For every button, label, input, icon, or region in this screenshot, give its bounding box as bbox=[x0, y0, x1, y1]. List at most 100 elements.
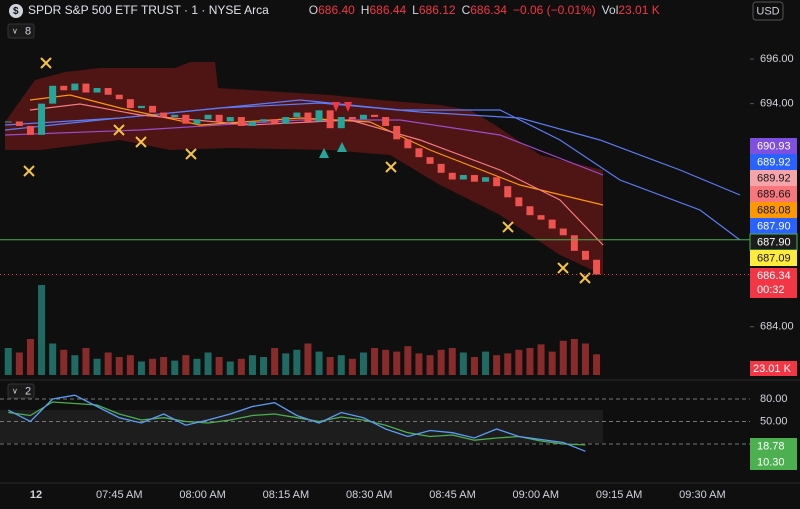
volume-bar bbox=[193, 358, 201, 375]
volume-bar bbox=[49, 343, 57, 375]
price-badge bbox=[750, 186, 797, 202]
price-badge-label: 687.09 bbox=[757, 252, 791, 264]
osc-badge bbox=[750, 438, 797, 454]
legend-item: 23.01 K bbox=[618, 3, 659, 17]
candle bbox=[126, 99, 134, 109]
price-badge-label: 689.92 bbox=[757, 156, 791, 168]
pane-label[interactable]: 8 bbox=[25, 25, 31, 37]
pane-toggle[interactable] bbox=[7, 383, 35, 399]
symbol-icon-letter: $ bbox=[13, 6, 19, 17]
osc-line bbox=[8, 401, 586, 446]
legend-item: 686.40 bbox=[318, 3, 355, 17]
candle bbox=[26, 125, 34, 135]
legend-item: O bbox=[309, 3, 318, 17]
candle bbox=[548, 219, 556, 229]
candle bbox=[38, 103, 46, 135]
price-badge-label: 687.90 bbox=[757, 220, 791, 232]
volume-bar bbox=[371, 348, 379, 375]
price-badge-label: 689.92 bbox=[757, 172, 791, 184]
volume-bar bbox=[204, 352, 212, 375]
pane-toggle-icon[interactable]: ∨ bbox=[12, 27, 18, 36]
candle bbox=[304, 112, 312, 122]
volume-bar bbox=[526, 348, 534, 375]
legend-item: 686.34 bbox=[470, 3, 507, 17]
osc-tick-label: 80.00 bbox=[760, 393, 788, 405]
volume-bar bbox=[60, 349, 68, 375]
candle bbox=[260, 119, 268, 122]
volume-bar bbox=[171, 360, 179, 375]
candle bbox=[215, 114, 223, 122]
candle bbox=[293, 112, 301, 118]
pane-toggle[interactable] bbox=[7, 23, 35, 39]
candle bbox=[160, 112, 168, 118]
candle bbox=[15, 121, 23, 126]
price-tick-label: 694.00 bbox=[760, 98, 794, 110]
candle bbox=[248, 121, 256, 126]
candle bbox=[4, 121, 12, 123]
candle bbox=[570, 235, 578, 251]
candle bbox=[49, 85, 57, 104]
volume-bar bbox=[593, 354, 601, 375]
currency[interactable]: USD bbox=[756, 5, 779, 17]
volume-bar bbox=[337, 355, 345, 375]
candle bbox=[237, 117, 245, 126]
candle bbox=[448, 172, 456, 180]
currency-box[interactable] bbox=[752, 1, 784, 21]
volume-bar bbox=[359, 352, 367, 375]
osc-badge-label: 10.30 bbox=[757, 456, 785, 468]
legend-item: H bbox=[361, 3, 370, 17]
legend: SPDR S&P 500 ETF TRUST · 1 · NYSE Arca O6… bbox=[28, 3, 660, 17]
time-label: 12 bbox=[30, 489, 42, 501]
pane-label[interactable]: 2 bbox=[25, 385, 31, 397]
volume-bar bbox=[160, 357, 168, 375]
legend-item: C bbox=[462, 3, 471, 17]
candle bbox=[204, 114, 212, 120]
last-price-label: 686.34 bbox=[757, 270, 791, 282]
osc-badge-label: 18.78 bbox=[757, 440, 785, 452]
candle bbox=[382, 117, 390, 126]
price-badge bbox=[750, 202, 797, 218]
candle bbox=[271, 119, 279, 124]
candle bbox=[404, 139, 412, 149]
candle bbox=[504, 186, 512, 198]
price-badge bbox=[750, 250, 797, 266]
candle bbox=[415, 148, 423, 158]
candle bbox=[348, 117, 356, 120]
volume-bar bbox=[149, 358, 157, 375]
candle bbox=[426, 157, 434, 164]
volume-bar bbox=[93, 358, 101, 375]
countdown: 00:32 bbox=[757, 284, 785, 296]
volume-bar bbox=[226, 361, 234, 375]
candle bbox=[182, 114, 190, 124]
candle bbox=[593, 259, 601, 275]
volume-bar bbox=[493, 355, 501, 375]
pane-toggle-icon[interactable]: ∨ bbox=[12, 387, 18, 396]
candle bbox=[149, 105, 157, 113]
symbol-icon bbox=[9, 4, 23, 18]
volume-bar bbox=[82, 348, 90, 375]
last-price-badge bbox=[750, 268, 797, 298]
volume-bar bbox=[382, 349, 390, 375]
candle bbox=[470, 175, 478, 182]
candle bbox=[393, 125, 401, 140]
candle bbox=[537, 215, 545, 220]
legend-item: SPDR S&P 500 ETF TRUST · 1 · NYSE Arca bbox=[28, 3, 269, 17]
volume-bar bbox=[315, 351, 323, 375]
price-badge bbox=[750, 218, 797, 234]
ma-line bbox=[29, 94, 604, 206]
volume-bar bbox=[115, 357, 123, 375]
candle bbox=[93, 88, 101, 93]
volume-bar bbox=[282, 353, 290, 375]
price-badge-label: 687.90 bbox=[757, 236, 791, 248]
volume-bar bbox=[38, 285, 46, 375]
candle bbox=[60, 85, 68, 91]
volume-bar bbox=[182, 355, 190, 375]
volume-bar bbox=[570, 339, 578, 375]
price-tick-label: 684.00 bbox=[760, 321, 794, 333]
volume-bar bbox=[470, 357, 478, 375]
time-label: 07:45 AM bbox=[96, 489, 142, 501]
signal-triangles bbox=[319, 102, 352, 158]
price-badge-label: 690.93 bbox=[757, 140, 791, 152]
volume-bar bbox=[459, 352, 467, 375]
